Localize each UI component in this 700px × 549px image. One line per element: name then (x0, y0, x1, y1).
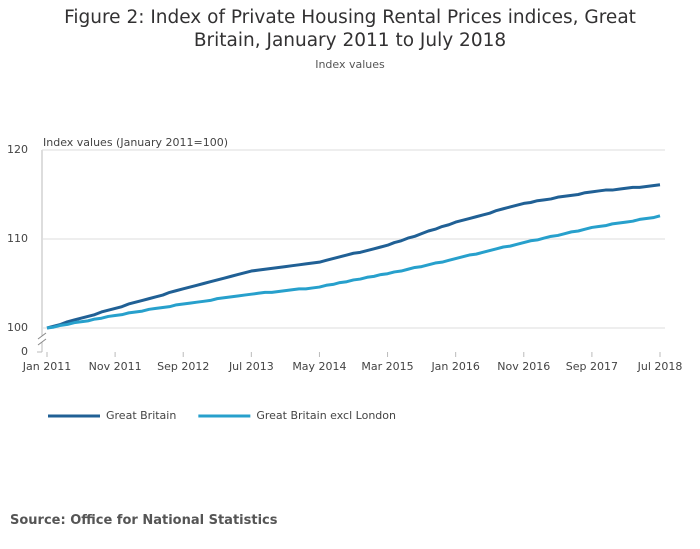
x-tick-label: Mar 2015 (361, 360, 413, 373)
x-tick-label: Nov 2011 (89, 360, 142, 373)
y-axis-label: Index values (January 2011=100) (43, 136, 228, 149)
y-tick-label: 100 (7, 321, 28, 334)
axis-break (37, 332, 47, 340)
series-line (46, 183, 661, 330)
chart-subtitle: Index values (315, 58, 385, 71)
x-tick-label: Jan 2016 (430, 360, 479, 373)
legend-label: Great Britain excl London (256, 409, 396, 422)
legend-label: Great Britain (106, 409, 176, 422)
x-tick-label: Nov 2016 (497, 360, 550, 373)
x-tick-label: Jul 2018 (637, 360, 683, 373)
chart: Index values (January 2011=100) 0 100 110 1… (7, 136, 683, 422)
x-tick-label: Sep 2012 (157, 360, 209, 373)
x-tick-label: Sep 2017 (566, 360, 618, 373)
y-tick-label: 0 (21, 345, 28, 358)
x-tick-label: Jul 2013 (228, 360, 274, 373)
source: Source: Office for National Statistics (10, 513, 278, 528)
x-tick-label: Jan 2011 (22, 360, 71, 373)
series-line (46, 214, 661, 330)
chart-title: Figure 2: Index of Private Housing Renta… (64, 7, 636, 51)
y-tick-label: 120 (7, 143, 28, 156)
x-tick-label: May 2014 (292, 360, 346, 373)
axis-break (37, 338, 47, 346)
y-tick-label: 110 (7, 232, 28, 245)
